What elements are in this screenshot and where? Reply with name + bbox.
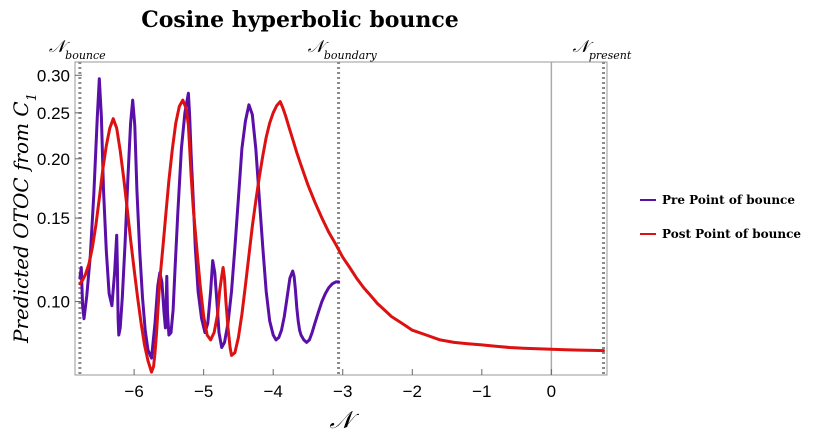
legend-label-1: Post Point of bounce (662, 227, 801, 241)
marker-label-present: 𝒩present (573, 37, 632, 62)
y-tick-label: 0.30 (37, 66, 70, 85)
x-tick-label: −3 (333, 382, 352, 401)
y-axis-label-sub: 1 (25, 93, 40, 101)
x-axis-label: 𝒩 (330, 406, 360, 434)
y-tick-label: 0.25 (37, 104, 70, 123)
legend: Pre Point of bounce Post Point of bounce (640, 193, 801, 241)
x-tick-label: −6 (124, 382, 143, 401)
legend-label-0: Pre Point of bounce (662, 193, 795, 207)
series-line-0 (78, 77, 341, 360)
y-tick-label: 0.20 (37, 150, 70, 169)
marker-label-boundary: 𝒩boundary (308, 37, 378, 62)
x-tick-label: 0 (547, 382, 556, 401)
x-tick-label: −1 (472, 382, 491, 401)
x-tick-label: −4 (264, 382, 283, 401)
y-tick-label: 0.10 (37, 293, 70, 312)
chart-title: Cosine hyperbolic bounce (141, 7, 459, 33)
x-tick-label: −2 (403, 382, 422, 401)
x-tick-label: −5 (194, 382, 213, 401)
y-axis-label: Predicted OTOC from C1 (9, 93, 40, 344)
y-axis-label-main: Predicted OTOC from C (9, 101, 33, 344)
y-tick-label: 0.15 (37, 209, 70, 228)
marker-label-bounce: 𝒩bounce (49, 37, 106, 62)
series-line-1 (78, 98, 605, 374)
